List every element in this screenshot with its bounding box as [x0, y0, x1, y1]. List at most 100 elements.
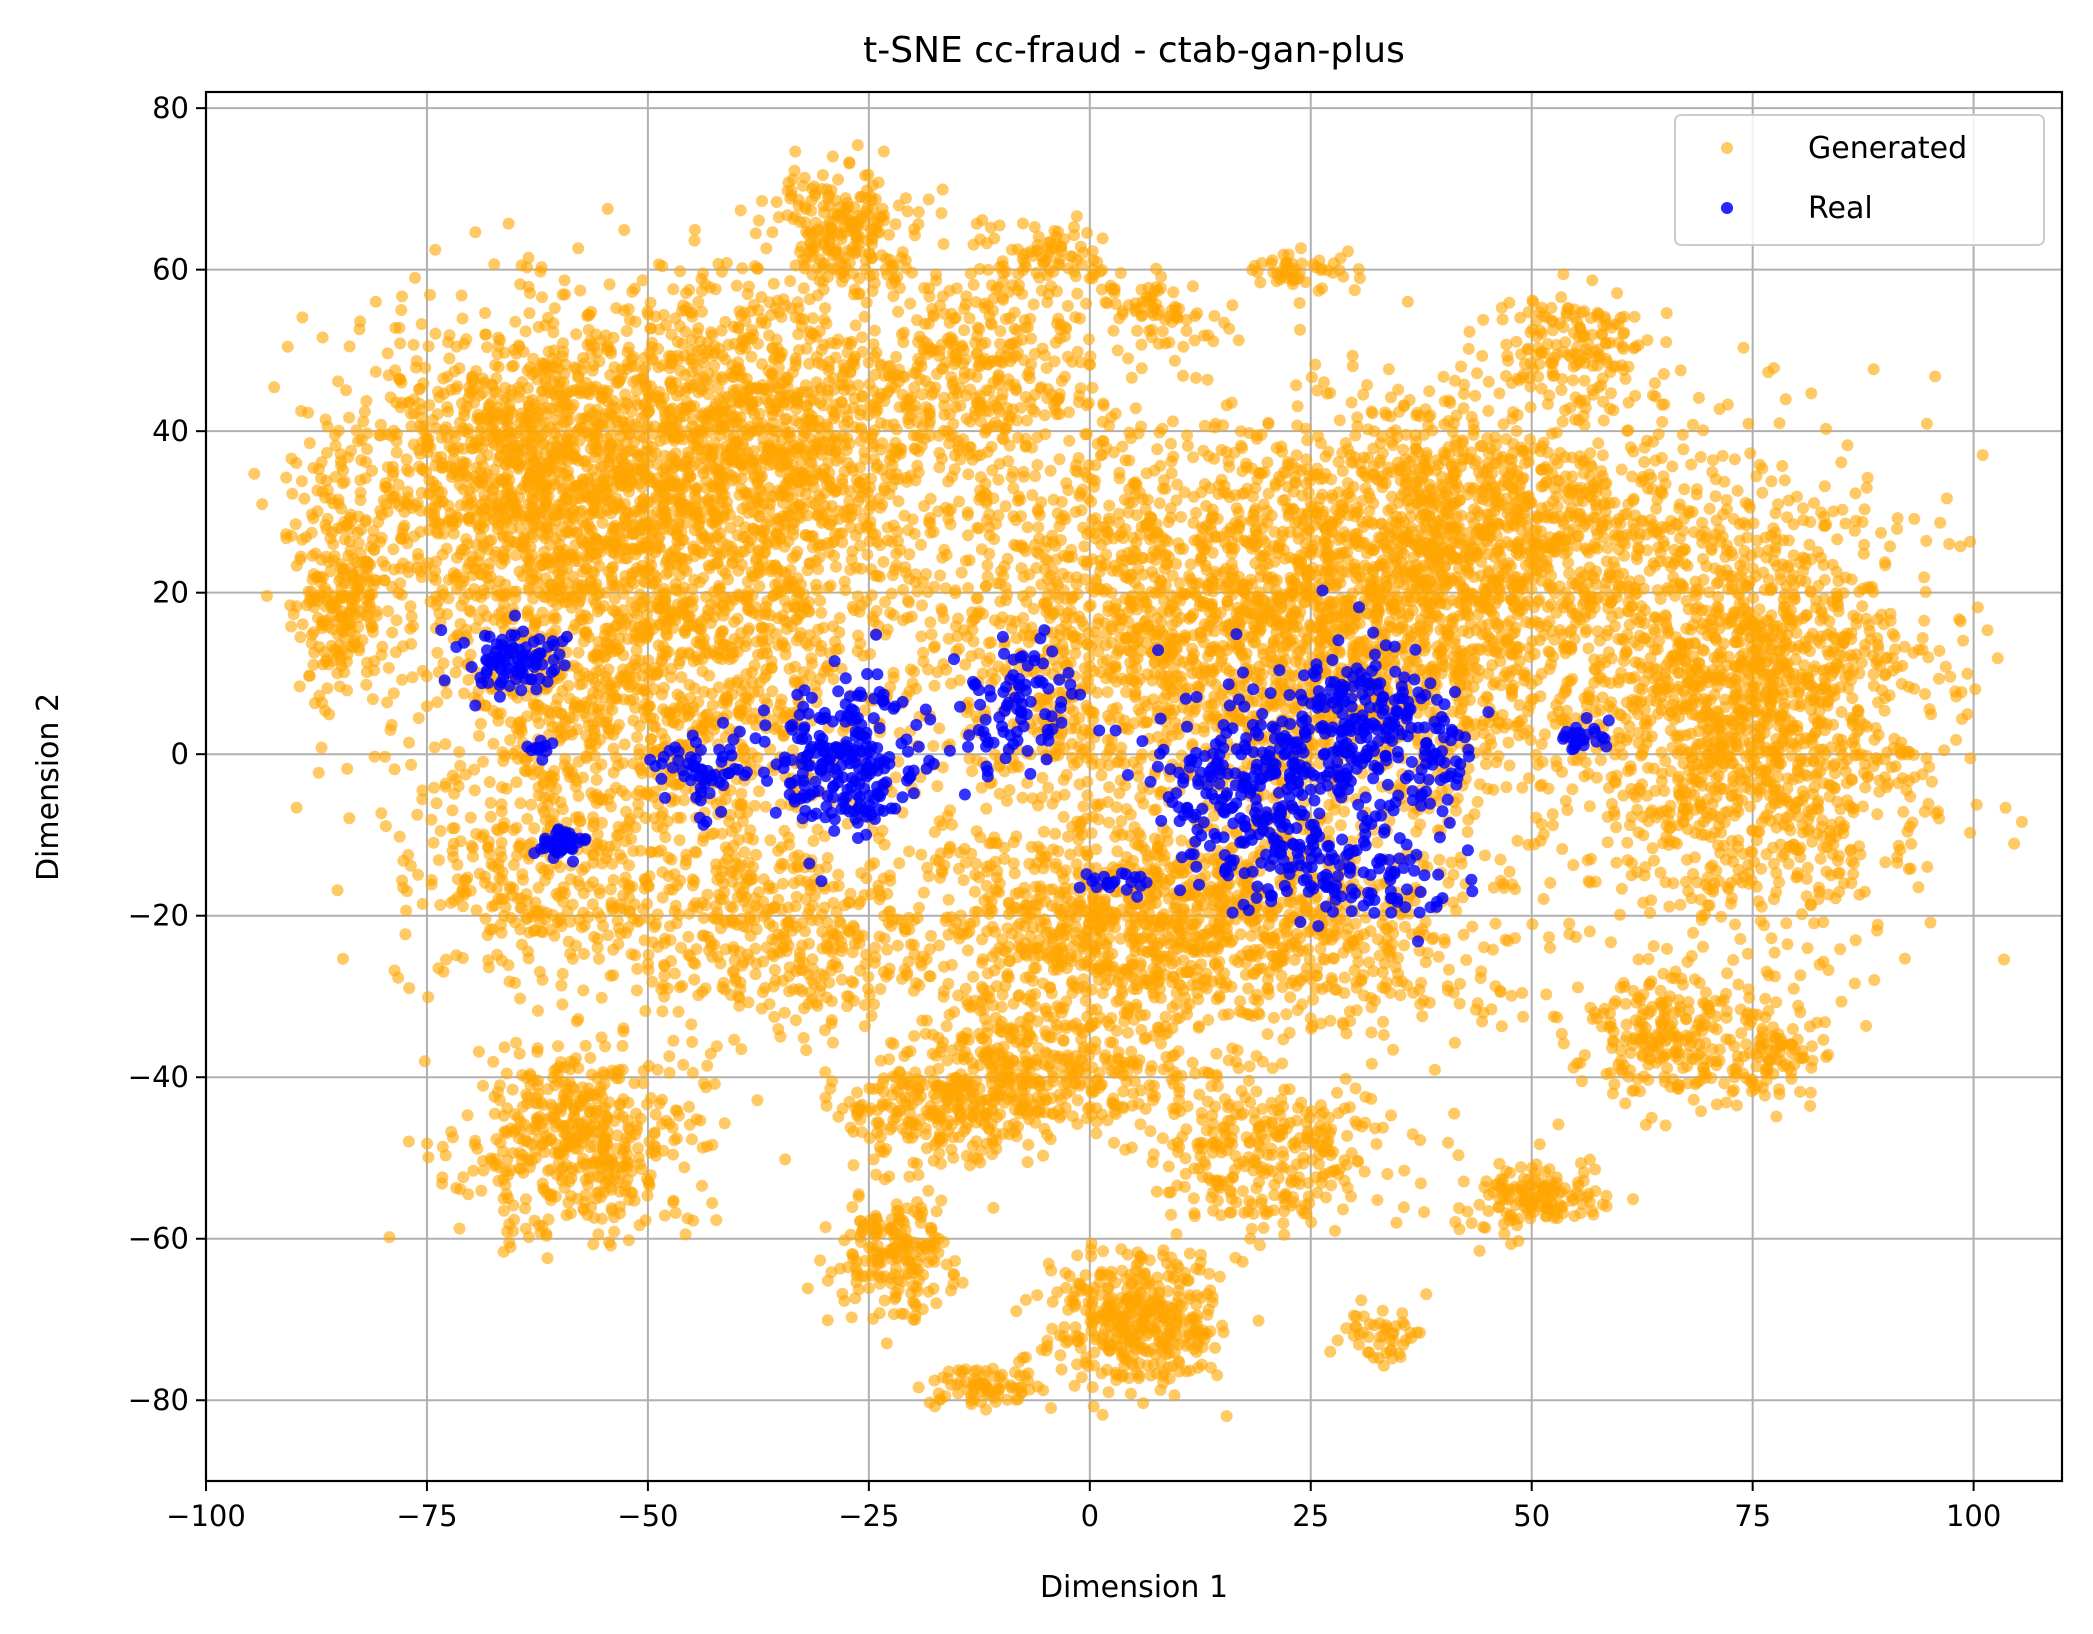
- data-point: [674, 265, 687, 278]
- data-point: [853, 272, 866, 285]
- data-point: [602, 727, 615, 740]
- data-point: [814, 594, 827, 607]
- data-point: [718, 391, 731, 404]
- data-point: [682, 450, 695, 463]
- data-point: [1064, 250, 1077, 263]
- data-point: [549, 551, 562, 564]
- data-point: [532, 765, 545, 778]
- data-point: [1180, 324, 1193, 337]
- data-point: [1036, 771, 1049, 784]
- data-point: [1027, 298, 1040, 311]
- data-point: [996, 356, 1009, 369]
- data-point: [379, 559, 392, 572]
- data-point: [1168, 354, 1181, 367]
- data-point: [1660, 307, 1673, 320]
- data-point: [949, 311, 962, 324]
- data-point: [867, 338, 880, 351]
- data-point: [1545, 301, 1558, 314]
- data-point: [627, 375, 640, 388]
- scatter-points: [248, 139, 2028, 1423]
- data-point: [1450, 804, 1462, 817]
- data-point: [830, 560, 842, 573]
- data-point: [525, 492, 538, 505]
- data-point: [927, 740, 940, 752]
- data-point: [1070, 210, 1083, 223]
- data-point: [731, 419, 744, 432]
- data-point: [751, 495, 764, 508]
- data-point: [536, 393, 549, 406]
- data-point: [1069, 311, 1082, 324]
- data-point: [811, 421, 824, 434]
- data-point: [892, 495, 905, 508]
- data-point: [803, 357, 816, 370]
- data-point: [658, 583, 671, 595]
- data-point: [749, 227, 762, 240]
- data-point: [867, 203, 879, 216]
- data-point: [661, 516, 674, 528]
- data-point: [496, 552, 509, 565]
- data-point: [1524, 326, 1537, 339]
- data-point: [650, 571, 663, 584]
- data-point: [412, 712, 425, 725]
- data-point: [598, 600, 610, 612]
- data-point: [522, 251, 535, 264]
- data-point: [938, 391, 951, 404]
- data-point: [411, 548, 424, 560]
- data-point: [522, 382, 534, 395]
- data-point: [716, 401, 729, 414]
- data-point: [456, 456, 469, 468]
- data-point: [1526, 294, 1539, 307]
- data-point: [1131, 324, 1144, 337]
- data-point: [680, 565, 693, 577]
- data-point: [688, 234, 701, 247]
- data-point: [584, 334, 597, 347]
- data-point: [613, 423, 626, 436]
- data-point: [625, 678, 637, 691]
- data-point: [868, 324, 881, 337]
- data-point: [1125, 371, 1138, 384]
- data-point: [756, 195, 768, 207]
- data-point: [727, 320, 740, 333]
- data-point: [673, 654, 686, 667]
- data-point: [563, 771, 576, 784]
- data-point: [958, 324, 971, 337]
- data-point: [551, 421, 564, 434]
- data-point: [1614, 311, 1627, 324]
- data-point: [1353, 272, 1366, 285]
- data-point: [684, 354, 697, 366]
- data-point: [1096, 232, 1109, 245]
- data-point: [1080, 297, 1093, 310]
- data-point: [703, 492, 716, 505]
- data-point: [786, 458, 799, 471]
- data-point: [678, 624, 691, 637]
- data-point: [587, 497, 600, 510]
- data-point: [579, 563, 592, 576]
- data-point: [1291, 400, 1304, 413]
- data-point: [982, 263, 995, 276]
- data-point: [582, 518, 594, 531]
- data-point: [644, 322, 657, 335]
- data-point: [755, 291, 768, 303]
- data-point: [1041, 253, 1053, 266]
- data-point: [686, 583, 699, 596]
- data-point: [599, 329, 612, 342]
- data-point: [581, 310, 594, 322]
- data-point: [469, 480, 482, 493]
- data-point: [716, 349, 729, 362]
- data-point: [1156, 325, 1169, 338]
- data-point: [832, 173, 845, 186]
- data-point: [572, 646, 585, 659]
- data-point: [627, 658, 640, 671]
- data-point: [841, 431, 853, 444]
- data-point: [935, 207, 948, 220]
- data-point: [492, 608, 505, 621]
- data-point: [890, 423, 903, 436]
- data-point: [566, 728, 578, 741]
- data-point: [740, 499, 753, 512]
- data-point: [699, 374, 712, 387]
- data-point: [978, 297, 991, 310]
- data-point: [302, 406, 315, 419]
- data-point: [745, 350, 758, 363]
- data-point: [700, 709, 713, 722]
- data-point: [1108, 282, 1121, 295]
